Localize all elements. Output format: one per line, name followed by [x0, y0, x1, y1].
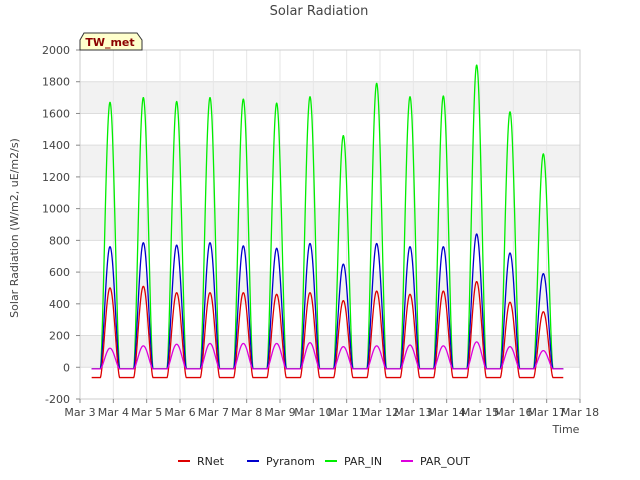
x-tick-label: Mar 5 [131, 406, 162, 419]
y-axis-label: Solar Radiation (W/m2, uE/m2/s) [8, 138, 21, 318]
legend: RNet Pyranom PAR_IN PAR_OUT [178, 455, 470, 468]
x-tick-label: Mar 13 [394, 406, 432, 419]
gridlines [79, 49, 581, 400]
y-axis-ticks: -200 0 200 400 600 800 1000 1200 1400 1600 1800 200… [42, 44, 80, 406]
x-tick-label: Mar 3 [64, 406, 95, 419]
x-tick-label: Mar 16 [494, 406, 532, 419]
series-lines [91, 64, 564, 379]
x-tick-label: Mar 6 [164, 406, 195, 419]
station-label-box: TW_met [79, 32, 143, 51]
x-tick-label: Mar 15 [461, 406, 499, 419]
y-tick-label: 1600 [42, 107, 70, 120]
y-tick-label: 0 [63, 361, 70, 374]
x-tick-label: Mar 17 [528, 406, 566, 419]
series-line-par-out [91, 341, 564, 370]
y-tick-label: 1400 [42, 139, 70, 152]
legend-label-par-in: PAR_IN [344, 455, 382, 468]
y-tick-label: 2000 [42, 44, 70, 57]
x-tick-label: Mar 4 [98, 406, 129, 419]
x-tick-label: Mar 8 [231, 406, 262, 419]
y-tick-label: 600 [49, 266, 70, 279]
x-tick-label: Mar 14 [428, 406, 466, 419]
background-band [80, 335, 580, 368]
y-tick-label: 400 [49, 298, 70, 311]
legend-label-rnet: RNet [197, 455, 225, 468]
background-band [80, 81, 580, 114]
x-tick-label: Mar 12 [361, 406, 399, 419]
x-tick-label: Mar 10 [294, 406, 332, 419]
y-tick-label: -200 [45, 393, 70, 406]
plot-background-bands [80, 81, 580, 368]
y-tick-label: 1000 [42, 203, 70, 216]
background-band [80, 145, 580, 177]
legend-label-pyranom: Pyranom [266, 455, 315, 468]
x-tick-label: Mar 9 [264, 406, 295, 419]
y-tick-label: 200 [49, 330, 70, 343]
x-tick-label: Mar 18 [561, 406, 599, 419]
chart-title: Solar Radiation [270, 4, 369, 19]
legend-label-par-out: PAR_OUT [420, 455, 470, 468]
background-band [80, 272, 580, 304]
x-tick-label: Mar 11 [328, 406, 366, 419]
x-axis-label: Time [552, 423, 580, 436]
background-band [80, 208, 580, 241]
station-label: TW_met [85, 36, 134, 49]
y-tick-label: 1200 [42, 171, 70, 184]
y-tick-label: 1800 [42, 76, 70, 89]
plot-frame [79, 49, 581, 400]
x-tick-label: Mar 7 [198, 406, 229, 419]
y-tick-label: 800 [49, 234, 70, 247]
